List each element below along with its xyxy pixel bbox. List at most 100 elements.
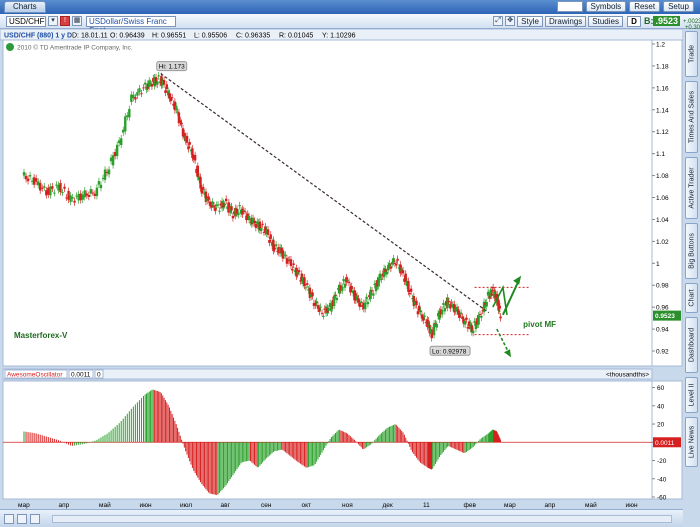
candle-body	[222, 202, 225, 208]
candle-body	[185, 135, 189, 143]
candle-body	[337, 288, 340, 290]
candle-body	[214, 207, 217, 212]
candle-body	[297, 270, 301, 273]
candle-body	[397, 267, 401, 269]
high-label: Hi: 1.173	[159, 64, 185, 71]
candle-body	[451, 304, 455, 308]
side-tab-trade[interactable]: Trade	[685, 31, 698, 77]
side-tab-chart[interactable]: Chart	[685, 283, 698, 313]
style-button[interactable]: Style	[517, 15, 543, 27]
y-tick-label: 0.92	[656, 349, 669, 356]
candle-body	[355, 295, 359, 301]
candle-body	[269, 234, 272, 239]
candle-body	[332, 295, 336, 306]
candle-body	[268, 240, 271, 243]
osc-panel	[2, 380, 653, 500]
candle-body	[404, 273, 407, 282]
symbols-button[interactable]: Symbols	[585, 1, 627, 12]
setup-button[interactable]: Setup	[663, 1, 694, 12]
candle-body	[266, 229, 270, 235]
candle-body	[292, 263, 295, 265]
candle-body	[491, 289, 494, 291]
candle-body	[71, 197, 74, 199]
osc-units: <thousandths>	[606, 372, 649, 379]
candle-body	[310, 294, 313, 297]
candle-body	[237, 212, 240, 216]
drawings-button[interactable]: Drawings	[544, 15, 587, 27]
side-tab-label: Dashboard	[688, 327, 695, 363]
candle-body	[328, 303, 332, 308]
x-tick-label: июн	[626, 502, 639, 509]
candle-body	[53, 192, 56, 194]
side-tab-live-news[interactable]: Live News	[685, 417, 698, 467]
candle-body	[43, 186, 46, 188]
candle-body	[408, 293, 411, 295]
candle-body	[85, 193, 88, 196]
candle-body	[420, 314, 424, 319]
symbol-input[interactable]: USD/CHF	[6, 15, 46, 27]
side-tab-level-ii[interactable]: Level II	[685, 377, 698, 413]
candle-body	[345, 277, 348, 283]
side-tab-label: Level II	[688, 383, 695, 407]
candle-body	[173, 101, 177, 111]
candle-body	[157, 75, 160, 77]
osc-value: 0.0011	[71, 372, 91, 379]
studies-button[interactable]: Studies	[588, 15, 623, 27]
candle-body	[467, 321, 471, 327]
tab-charts[interactable]: Charts	[4, 1, 46, 13]
candle-body	[253, 220, 256, 224]
zoom-icon[interactable]: ⤢	[493, 16, 504, 26]
reset-button[interactable]: Reset	[629, 1, 661, 12]
side-tab-big-buttons[interactable]: Big Buttons	[685, 223, 698, 279]
y-tick-label: 1.16	[656, 85, 669, 92]
pan-icon[interactable]: ✥	[505, 16, 516, 26]
side-tabs-panel: Trade Times And Sales Active Trader Big But…	[683, 29, 700, 519]
candle-body	[338, 284, 341, 294]
candle-body	[34, 178, 38, 182]
zoom-in-icon[interactable]	[17, 514, 27, 524]
aggregation-d-button[interactable]: D	[626, 15, 641, 27]
candle-body	[314, 302, 317, 306]
candle-body	[208, 201, 212, 206]
candle-body	[63, 186, 66, 189]
osc-header	[2, 368, 653, 380]
alert-icon[interactable]: !	[60, 16, 70, 26]
candle-body	[287, 259, 290, 262]
search-box[interactable]	[556, 1, 583, 12]
osc-name: AwesomeOscillator	[7, 372, 63, 379]
candle-body	[436, 313, 440, 317]
candle-body	[362, 302, 366, 310]
candle-body	[254, 224, 258, 228]
candle-body	[418, 305, 421, 312]
candle-body	[439, 309, 443, 315]
dropdown-icon[interactable]: ▾	[48, 16, 58, 26]
y-tick-label: 1	[656, 261, 660, 268]
candle-body	[22, 172, 26, 176]
candle-body	[97, 181, 101, 185]
fit-icon[interactable]	[30, 514, 40, 524]
candle-body	[455, 306, 459, 312]
zoom-out-icon[interactable]	[4, 514, 14, 524]
candle-body	[335, 297, 339, 301]
side-tab-times-and-sales[interactable]: Times And Sales	[685, 81, 698, 153]
osc-tick-label: -20	[657, 458, 667, 465]
grid-icon[interactable]: ▦	[72, 16, 82, 26]
candle-body	[463, 320, 467, 325]
x-tick-label: апр	[59, 502, 70, 509]
candle-body	[117, 140, 121, 144]
candle-body	[24, 175, 28, 180]
candle-body	[243, 211, 247, 213]
candle-body	[239, 209, 243, 214]
candle-body	[181, 128, 185, 137]
candle-body	[343, 283, 347, 288]
candle-body	[187, 146, 190, 150]
bear-arrow-head	[504, 349, 511, 358]
chart-area[interactable]: USD/CHF (880) 1 y D D: 18.01.11 O: 0.96439…	[0, 29, 683, 509]
low-label: Lo: 0.92978	[432, 348, 467, 355]
candle-body	[79, 193, 82, 201]
side-tab-active-trader[interactable]: Active Trader	[685, 157, 698, 219]
side-tab-dashboard[interactable]: Dashboard	[685, 317, 698, 373]
time-scrollbar[interactable]	[52, 515, 672, 523]
candle-body	[454, 308, 457, 312]
candle-body	[497, 299, 500, 311]
